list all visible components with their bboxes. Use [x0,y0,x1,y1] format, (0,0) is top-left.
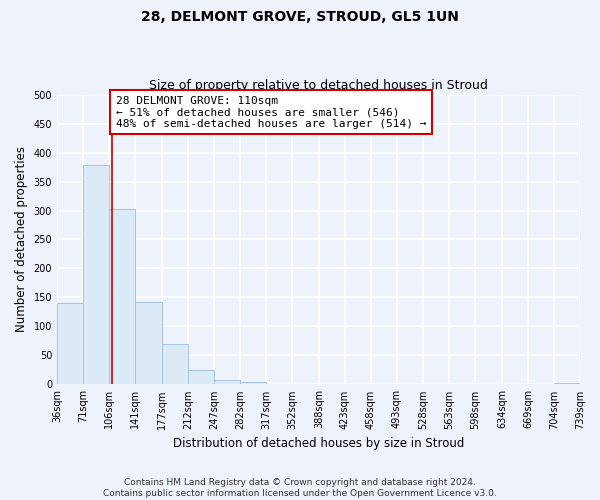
Bar [109,209,135,384]
Text: 28 DELMONT GROVE: 110sqm
← 51% of detached houses are smaller (546)
48% of semi-: 28 DELMONT GROVE: 110sqm ← 51% of detach… [116,96,427,129]
Title: Size of property relative to detached houses in Stroud: Size of property relative to detached ho… [149,79,488,92]
Y-axis label: Number of detached properties: Number of detached properties [15,146,28,332]
Bar [83,166,109,384]
Text: 28, DELMONT GROVE, STROUD, GL5 1UN: 28, DELMONT GROVE, STROUD, GL5 1UN [141,10,459,24]
Text: Contains HM Land Registry data © Crown copyright and database right 2024.
Contai: Contains HM Land Registry data © Crown c… [103,478,497,498]
X-axis label: Distribution of detached houses by size in Stroud: Distribution of detached houses by size … [173,437,464,450]
Bar [135,302,162,384]
Bar [214,380,240,384]
Bar [162,344,188,385]
Bar [188,370,214,384]
Bar [240,382,266,384]
Bar [57,304,83,384]
